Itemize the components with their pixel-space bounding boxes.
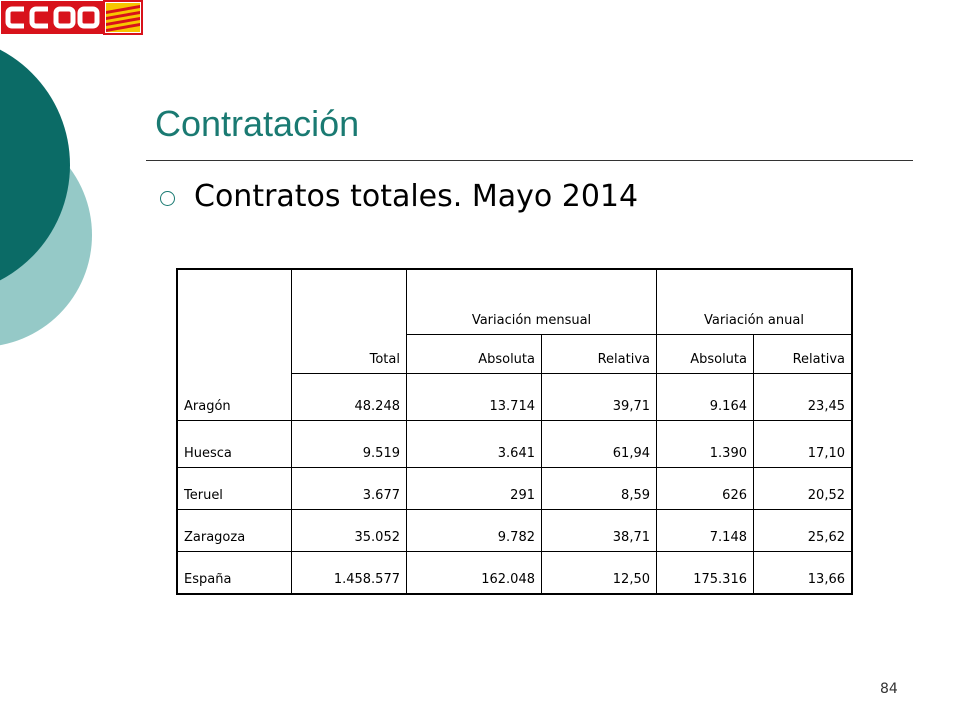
cell-anual-absoluta: 175.316 bbox=[656, 551, 754, 594]
cell-mensual-absoluta: 9.782 bbox=[406, 509, 542, 552]
cell-region: España bbox=[184, 572, 232, 587]
contracts-table: Total Variación mensual Variación anual … bbox=[176, 268, 853, 595]
cell-total: 3.677 bbox=[291, 467, 407, 510]
cell-total: 1.458.577 bbox=[291, 551, 407, 594]
cell-region: Aragón bbox=[177, 373, 292, 421]
header-total: Total bbox=[291, 269, 407, 374]
header-mensual-relativa: Relativa bbox=[541, 334, 657, 374]
header-mensual-absoluta: Absoluta bbox=[406, 334, 542, 374]
table-header-row: Total Variación mensual Variación anual bbox=[177, 269, 852, 374]
header-variacion-anual: Variación anual bbox=[656, 269, 852, 335]
cell-total: 9.519 bbox=[291, 420, 407, 468]
header-region bbox=[177, 269, 292, 374]
page-number: 84 bbox=[880, 681, 898, 697]
ccoo-logo-graphic bbox=[0, 0, 143, 35]
cell-anual-absoluta: 1.390 bbox=[656, 420, 754, 468]
bullet-text: Contratos totales. Mayo 2014 bbox=[194, 179, 639, 214]
slide-title: Contratación bbox=[155, 103, 360, 144]
table-row: Teruel 3.677 291 8,59 626 20,52 bbox=[177, 467, 852, 510]
cell-mensual-relativa: 39,71 bbox=[541, 373, 657, 421]
header-anual-absoluta: Absoluta bbox=[656, 334, 754, 374]
header-anual-relativa: Relativa bbox=[753, 334, 852, 374]
table-row: Zaragoza 35.052 9.782 38,71 7.148 25,62 bbox=[177, 509, 852, 552]
cell-mensual-absoluta: 13.714 bbox=[406, 373, 542, 421]
cell-mensual-relativa: 38,71 bbox=[541, 509, 657, 552]
ccoo-logo bbox=[0, 0, 143, 35]
cell-anual-relativa: 13,66 bbox=[753, 551, 852, 594]
dark-teal-circle bbox=[0, 49, 70, 281]
title-divider bbox=[146, 160, 913, 161]
cell-mensual-relativa: 61,94 bbox=[541, 420, 657, 468]
cell-region: Zaragoza bbox=[177, 509, 292, 552]
table-row: Aragón 48.248 13.714 39,71 9.164 23,45 bbox=[177, 373, 852, 421]
cell-total: 35.052 bbox=[291, 509, 407, 552]
circle-bullet-icon bbox=[160, 190, 175, 206]
cell-mensual-relativa: 8,59 bbox=[541, 467, 657, 510]
cell-anual-relativa: 20,52 bbox=[753, 467, 852, 510]
cell-mensual-absoluta: 162.048 bbox=[406, 551, 542, 594]
cell-mensual-relativa: 12,50 bbox=[541, 551, 657, 594]
table-row: Huesca 9.519 3.641 61,94 1.390 17,10 bbox=[177, 420, 852, 468]
table-subheader-row: Absoluta Relativa Absoluta Relativa bbox=[177, 334, 852, 374]
bullet-item: Contratos totales. Mayo 2014 bbox=[160, 179, 638, 214]
decorative-circles bbox=[0, 49, 92, 346]
cell-anual-absoluta: 7.148 bbox=[656, 509, 754, 552]
cell-anual-relativa: 17,10 bbox=[753, 420, 852, 468]
header-variacion-mensual: Variación mensual bbox=[406, 269, 657, 335]
cell-total: 48.248 bbox=[291, 373, 407, 421]
cell-anual-relativa: 25,62 bbox=[753, 509, 852, 552]
cell-mensual-absoluta: 291 bbox=[406, 467, 542, 510]
cell-region: Teruel bbox=[177, 467, 292, 510]
cell-mensual-absoluta: 3.641 bbox=[406, 420, 542, 468]
cell-anual-absoluta: 9.164 bbox=[656, 373, 754, 421]
cell-anual-absoluta: 626 bbox=[656, 467, 754, 510]
cell-region: Huesca bbox=[177, 420, 292, 468]
cell-anual-relativa: 23,45 bbox=[753, 373, 852, 421]
table-row: España 1.458.577 162.048 12,50 175.316 1… bbox=[177, 551, 852, 594]
